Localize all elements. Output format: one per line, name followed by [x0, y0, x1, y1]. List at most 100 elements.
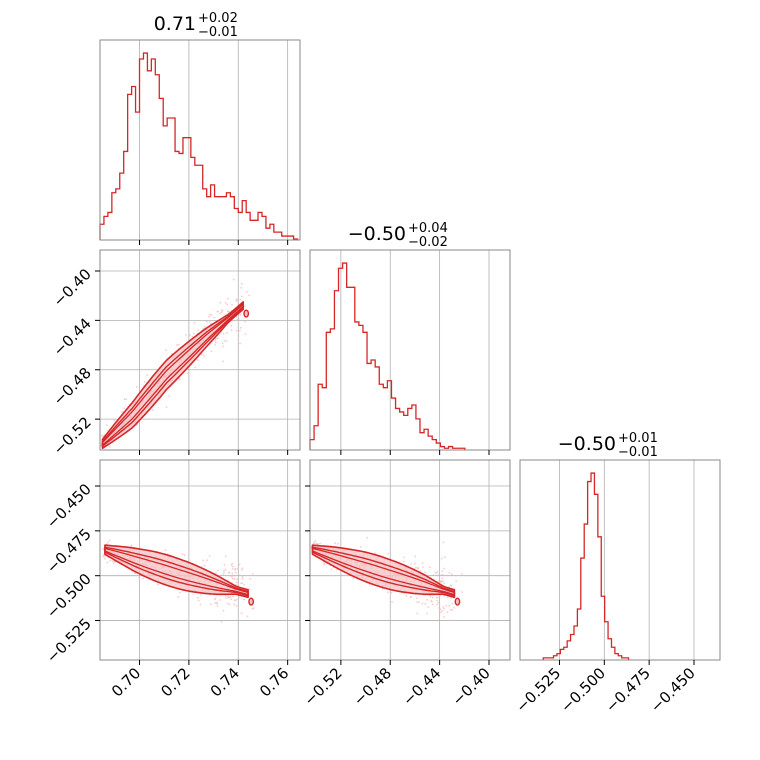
p31-scatter-point — [240, 612, 243, 614]
diag-3-title: −0.50 +0.01−0.01 — [558, 431, 658, 460]
p32-scatter-point — [446, 611, 449, 614]
p31-scatter-point — [206, 559, 208, 562]
p31-scatter-point — [107, 541, 109, 544]
p21-scatter-point — [222, 333, 225, 335]
p32-xtick-label: −0.52 — [300, 664, 345, 709]
p32-scatter-point — [410, 596, 412, 599]
p31-xtick-label: 0.76 — [256, 664, 292, 700]
p32-scatter-point — [438, 607, 441, 610]
p21-scatter-point — [236, 298, 239, 301]
p32-scatter-point — [337, 542, 339, 545]
p32-scatter-point — [319, 542, 321, 545]
p21-scatter-point — [231, 303, 233, 306]
p32-scatter-point — [455, 580, 458, 583]
p31-scatter-point — [114, 561, 116, 563]
p21-scatter-point — [196, 359, 199, 361]
p32-scatter-point — [430, 600, 432, 602]
p21-scatter-point — [135, 386, 138, 388]
p21-scatter-point — [227, 297, 229, 300]
p21-scatter-point — [193, 321, 196, 324]
p31-xtick-label: 0.72 — [157, 664, 193, 700]
p31-xtick-label: 0.74 — [207, 664, 243, 700]
p32-scatter-point — [374, 552, 376, 555]
p32-scatter-point — [334, 542, 336, 544]
p32-scatter-point — [366, 536, 369, 539]
p21-scatter-point — [208, 315, 211, 318]
p32-scatter-point — [440, 557, 443, 560]
p21-scatter-point — [223, 339, 226, 342]
p32-xtick-label: −0.40 — [449, 664, 494, 709]
p31-scatter-point — [231, 562, 234, 565]
p31-scatter-point — [222, 609, 225, 612]
p31-scatter-point — [234, 568, 237, 571]
p32-scatter-point — [441, 570, 444, 572]
p32-scatter-point — [436, 599, 439, 602]
p32-scatter-point — [426, 599, 428, 601]
p32-scatter-point — [424, 603, 427, 605]
p32-scatter-point — [403, 556, 405, 559]
p32-scatter-point — [443, 607, 445, 610]
p32-scatter-point — [442, 574, 445, 577]
p32-scatter-point — [442, 541, 445, 544]
p21-scatter-point — [236, 318, 239, 321]
p31-scatter-point — [241, 578, 244, 580]
p31-scatter-point — [219, 599, 222, 601]
p31-scatter-point — [249, 577, 252, 580]
p21-scatter-point — [244, 305, 247, 307]
p31-scatter-point — [233, 599, 236, 602]
p31-scatter-point — [197, 596, 199, 599]
p31-scatter-point — [223, 572, 225, 574]
p32-scatter-point — [453, 606, 456, 609]
diag-1-title-value: 0.71 — [154, 13, 196, 35]
p32-scatter-point — [451, 602, 454, 605]
p31-scatter-point — [232, 565, 234, 568]
p32-scatter-point — [422, 566, 424, 568]
p31-scatter-point — [208, 555, 211, 557]
p31-scatter-point — [229, 574, 232, 577]
p21-scatter-point — [185, 333, 188, 336]
p21-scatter-point — [205, 320, 208, 323]
p31-scatter-point — [228, 603, 231, 606]
diag-3-xtick-label: −0.475 — [602, 664, 654, 716]
p21-scatter-point — [216, 337, 219, 340]
p32-contour-2 — [311, 546, 456, 597]
p32-scatter-point — [314, 542, 317, 545]
p32-scatter-point — [442, 606, 445, 608]
p32-scatter-point — [432, 574, 435, 576]
p31-scatter-point — [237, 584, 240, 586]
p32-scatter-point — [391, 601, 393, 603]
p31-scatter-point — [224, 568, 227, 571]
p31-scatter-point — [102, 555, 105, 558]
p21-scatter-point — [165, 349, 168, 352]
p31-scatter-point — [220, 620, 223, 623]
p31-scatter-point — [233, 603, 236, 606]
p21-scatter-point — [209, 313, 211, 316]
diag-3-title-plus: +0.01 — [618, 431, 658, 446]
diag-3-xtick-label: −0.500 — [557, 664, 609, 716]
p32-scatter-point — [448, 605, 451, 607]
p31-scatter-point — [226, 595, 229, 598]
p31-scatter-point — [243, 598, 246, 601]
p32-scatter-point — [439, 581, 442, 583]
p21-scatter-point — [232, 278, 235, 281]
p32-scatter-point — [427, 606, 429, 608]
p31-scatter-point — [134, 572, 137, 575]
p21-scatter-point — [120, 411, 123, 413]
p32-scatter-point — [436, 603, 438, 606]
p31-scatter-point — [142, 577, 145, 580]
p21-scatter-point — [224, 302, 227, 304]
p31-contour-2 — [104, 546, 249, 597]
p32-scatter-point — [441, 573, 444, 576]
p32-scatter-point — [436, 596, 439, 599]
p31-scatter-point — [252, 573, 254, 575]
p32-scatter-point — [443, 595, 445, 597]
p32-scatter-point — [418, 601, 420, 604]
p31-scatter-point — [214, 602, 217, 604]
p31-scatter-point — [227, 596, 230, 599]
p21-scatter-point — [106, 424, 108, 426]
p21-scatter-point — [202, 327, 205, 330]
p21-scatter-point — [168, 395, 171, 397]
p32-scatter-point — [441, 609, 444, 612]
p32-scatter-point — [450, 597, 453, 599]
p32-scatter-point — [441, 577, 443, 580]
